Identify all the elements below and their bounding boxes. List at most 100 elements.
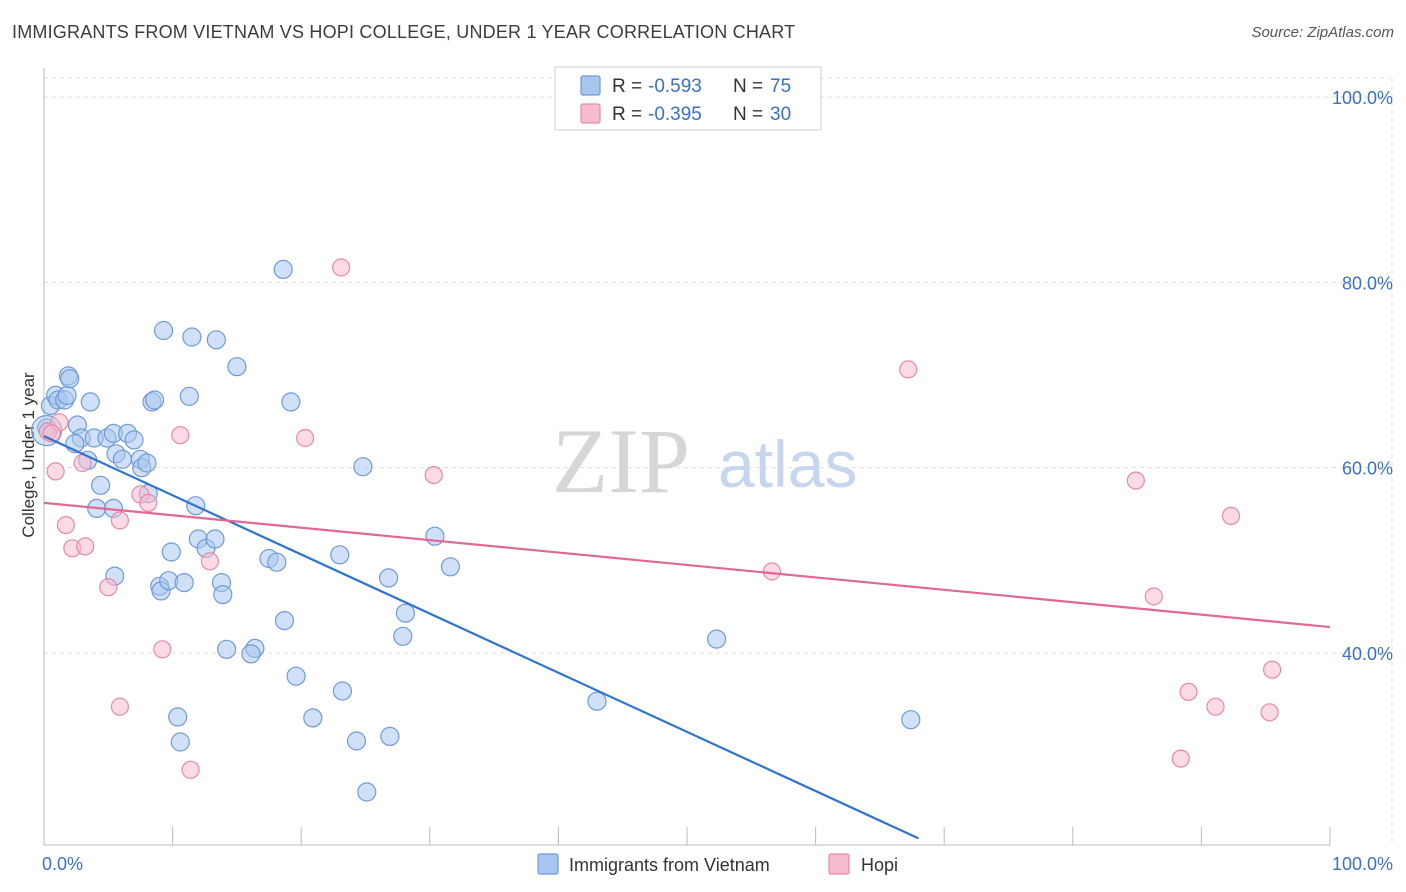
y-axis-title: College, Under 1 year — [19, 372, 38, 538]
legend-n-value: 75 — [770, 76, 791, 97]
legend: R = -0.593 N = 75 R = -0.395 N = 30 — [554, 66, 822, 131]
x-tick-labels: 0.0% 100.0% — [42, 854, 1393, 874]
legend-n-value: 30 — [770, 104, 791, 125]
data-point — [379, 568, 399, 588]
data-point — [424, 466, 443, 485]
legend-r-label: R = — [612, 76, 642, 97]
data-point — [217, 639, 237, 659]
legend-swatch-hopi — [580, 103, 601, 124]
chart-source: Source: ZipAtlas.com — [1251, 24, 1394, 41]
x-tick-label-min: 0.0% — [42, 854, 83, 874]
y-tick-label: 60.0% — [1342, 459, 1393, 479]
data-point — [706, 629, 727, 649]
data-point — [206, 330, 226, 350]
data-point — [1260, 703, 1279, 722]
watermark-atlas: atlas — [718, 427, 857, 501]
data-point — [332, 258, 351, 277]
data-point — [395, 603, 415, 623]
data-point — [181, 760, 200, 779]
legend-r-value: -0.395 — [648, 104, 702, 125]
data-point — [56, 515, 76, 535]
data-point — [145, 390, 165, 410]
data-point — [303, 708, 323, 728]
data-point — [80, 392, 100, 412]
series-hopi-points — [38, 258, 1282, 779]
axes — [43, 68, 1331, 846]
data-point — [241, 644, 261, 664]
trend-line — [43, 435, 919, 840]
data-point — [153, 640, 172, 659]
chart-title: IMMIGRANTS FROM VIETNAM VS HOPI COLLEGE,… — [12, 22, 796, 42]
data-point — [332, 681, 352, 701]
data-point — [1221, 506, 1241, 526]
data-point — [281, 392, 301, 412]
data-point — [274, 610, 295, 631]
data-point — [99, 578, 118, 597]
data-point — [1126, 471, 1145, 490]
data-point — [110, 511, 130, 530]
watermark-zip: ZIP — [552, 410, 690, 512]
data-point — [110, 697, 130, 716]
data-point — [154, 320, 174, 341]
data-point — [227, 357, 247, 377]
data-point — [174, 572, 194, 593]
legend-n-label: N = — [733, 76, 763, 97]
trend-line — [43, 501, 1331, 629]
data-point — [267, 552, 287, 572]
data-point — [168, 707, 188, 727]
series-legend: Immigrants from Vietnam Hopi — [537, 853, 898, 875]
data-point — [425, 526, 445, 546]
series-vietnam-points — [30, 259, 921, 802]
data-point — [161, 542, 181, 562]
data-point — [205, 529, 225, 549]
legend-r-label: R = — [612, 104, 642, 125]
data-point — [353, 457, 373, 477]
series-legend-label-vietnam: Immigrants from Vietnam — [569, 855, 770, 875]
x-tick-label-max: 100.0% — [1332, 854, 1393, 874]
data-point — [1179, 682, 1198, 702]
data-point — [137, 453, 157, 473]
series-legend-label-hopi: Hopi — [861, 855, 898, 875]
data-point — [1144, 587, 1163, 606]
data-point — [346, 731, 367, 751]
data-point — [273, 259, 293, 279]
data-point — [213, 584, 233, 605]
data-point — [1171, 749, 1190, 768]
data-point — [1262, 660, 1282, 679]
data-point — [182, 327, 202, 347]
data-point — [1206, 697, 1225, 716]
data-point — [200, 552, 219, 571]
data-point — [76, 537, 95, 556]
legend-swatch-vietnam — [580, 75, 601, 96]
data-point — [393, 626, 413, 646]
data-point — [380, 726, 400, 747]
data-point — [286, 666, 306, 686]
data-point — [124, 430, 144, 450]
y-tick-label: 40.0% — [1342, 644, 1393, 664]
series-legend-swatch-hopi — [828, 853, 850, 875]
data-point — [440, 557, 460, 577]
data-point — [112, 449, 133, 469]
data-point — [330, 545, 350, 565]
data-point — [179, 386, 199, 406]
data-point — [139, 493, 158, 512]
legend-r-value: -0.593 — [648, 76, 702, 97]
data-point — [170, 732, 190, 752]
y-tick-labels: 40.0% 60.0% 80.0% 100.0% — [1332, 88, 1393, 664]
data-point — [57, 385, 77, 405]
data-point — [171, 426, 190, 445]
data-point — [357, 782, 377, 802]
watermark: ZIP atlas — [552, 410, 857, 512]
data-point — [296, 428, 315, 448]
data-point — [587, 691, 607, 711]
data-point — [46, 462, 65, 481]
legend-n-label: N = — [733, 104, 763, 125]
data-point — [90, 475, 111, 495]
data-point — [901, 710, 921, 730]
data-point — [899, 360, 918, 379]
y-tick-label: 100.0% — [1332, 88, 1393, 108]
trend-lines — [43, 435, 1331, 840]
series-legend-swatch-vietnam — [537, 853, 559, 875]
y-tick-label: 80.0% — [1342, 273, 1393, 293]
